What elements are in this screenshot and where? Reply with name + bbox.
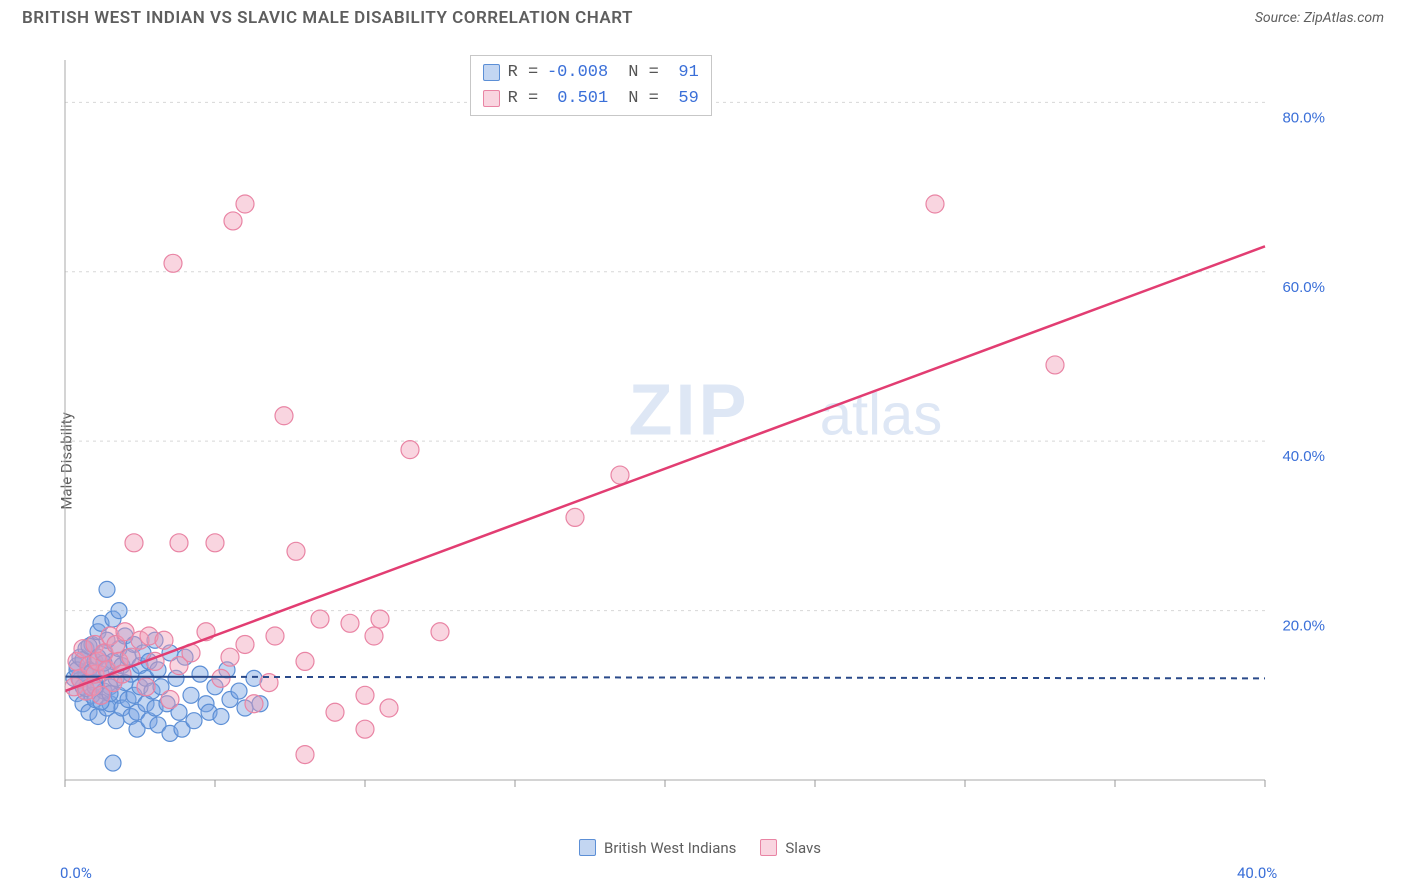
svg-text:atlas: atlas [820,382,943,447]
x-axis-max-label: 40.0% [1237,864,1277,882]
svg-text:80.0%: 80.0% [1282,109,1325,126]
svg-text:40.0%: 40.0% [1282,448,1325,465]
svg-text:60.0%: 60.0% [1282,279,1325,296]
chart-title: BRITISH WEST INDIAN VS SLAVIC MALE DISAB… [22,8,633,28]
source-label: Source: ZipAtlas.com [1255,10,1384,26]
correlation-box: R =-0.008N =91R =0.501N =59 [470,55,712,116]
header: BRITISH WEST INDIAN VS SLAVIC MALE DISAB… [0,0,1406,28]
plot-area: 20.0% 40.0% 60.0% 80.0% ZIP atlas R =-0.008N … [60,55,1340,815]
svg-text:ZIP: ZIP [628,370,749,450]
x-axis-min-label: 0.0% [60,864,92,882]
legend-bottom: British West IndiansSlavs [60,839,1340,861]
chart-container: Male Disability 20.0%40.0%60.0%80.0%ZIPa… [28,40,1386,882]
svg-text:20.0%: 20.0% [1282,618,1325,635]
scatter-svg: 20.0% 40.0% 60.0% 80.0% ZIP atlas [60,55,1340,815]
